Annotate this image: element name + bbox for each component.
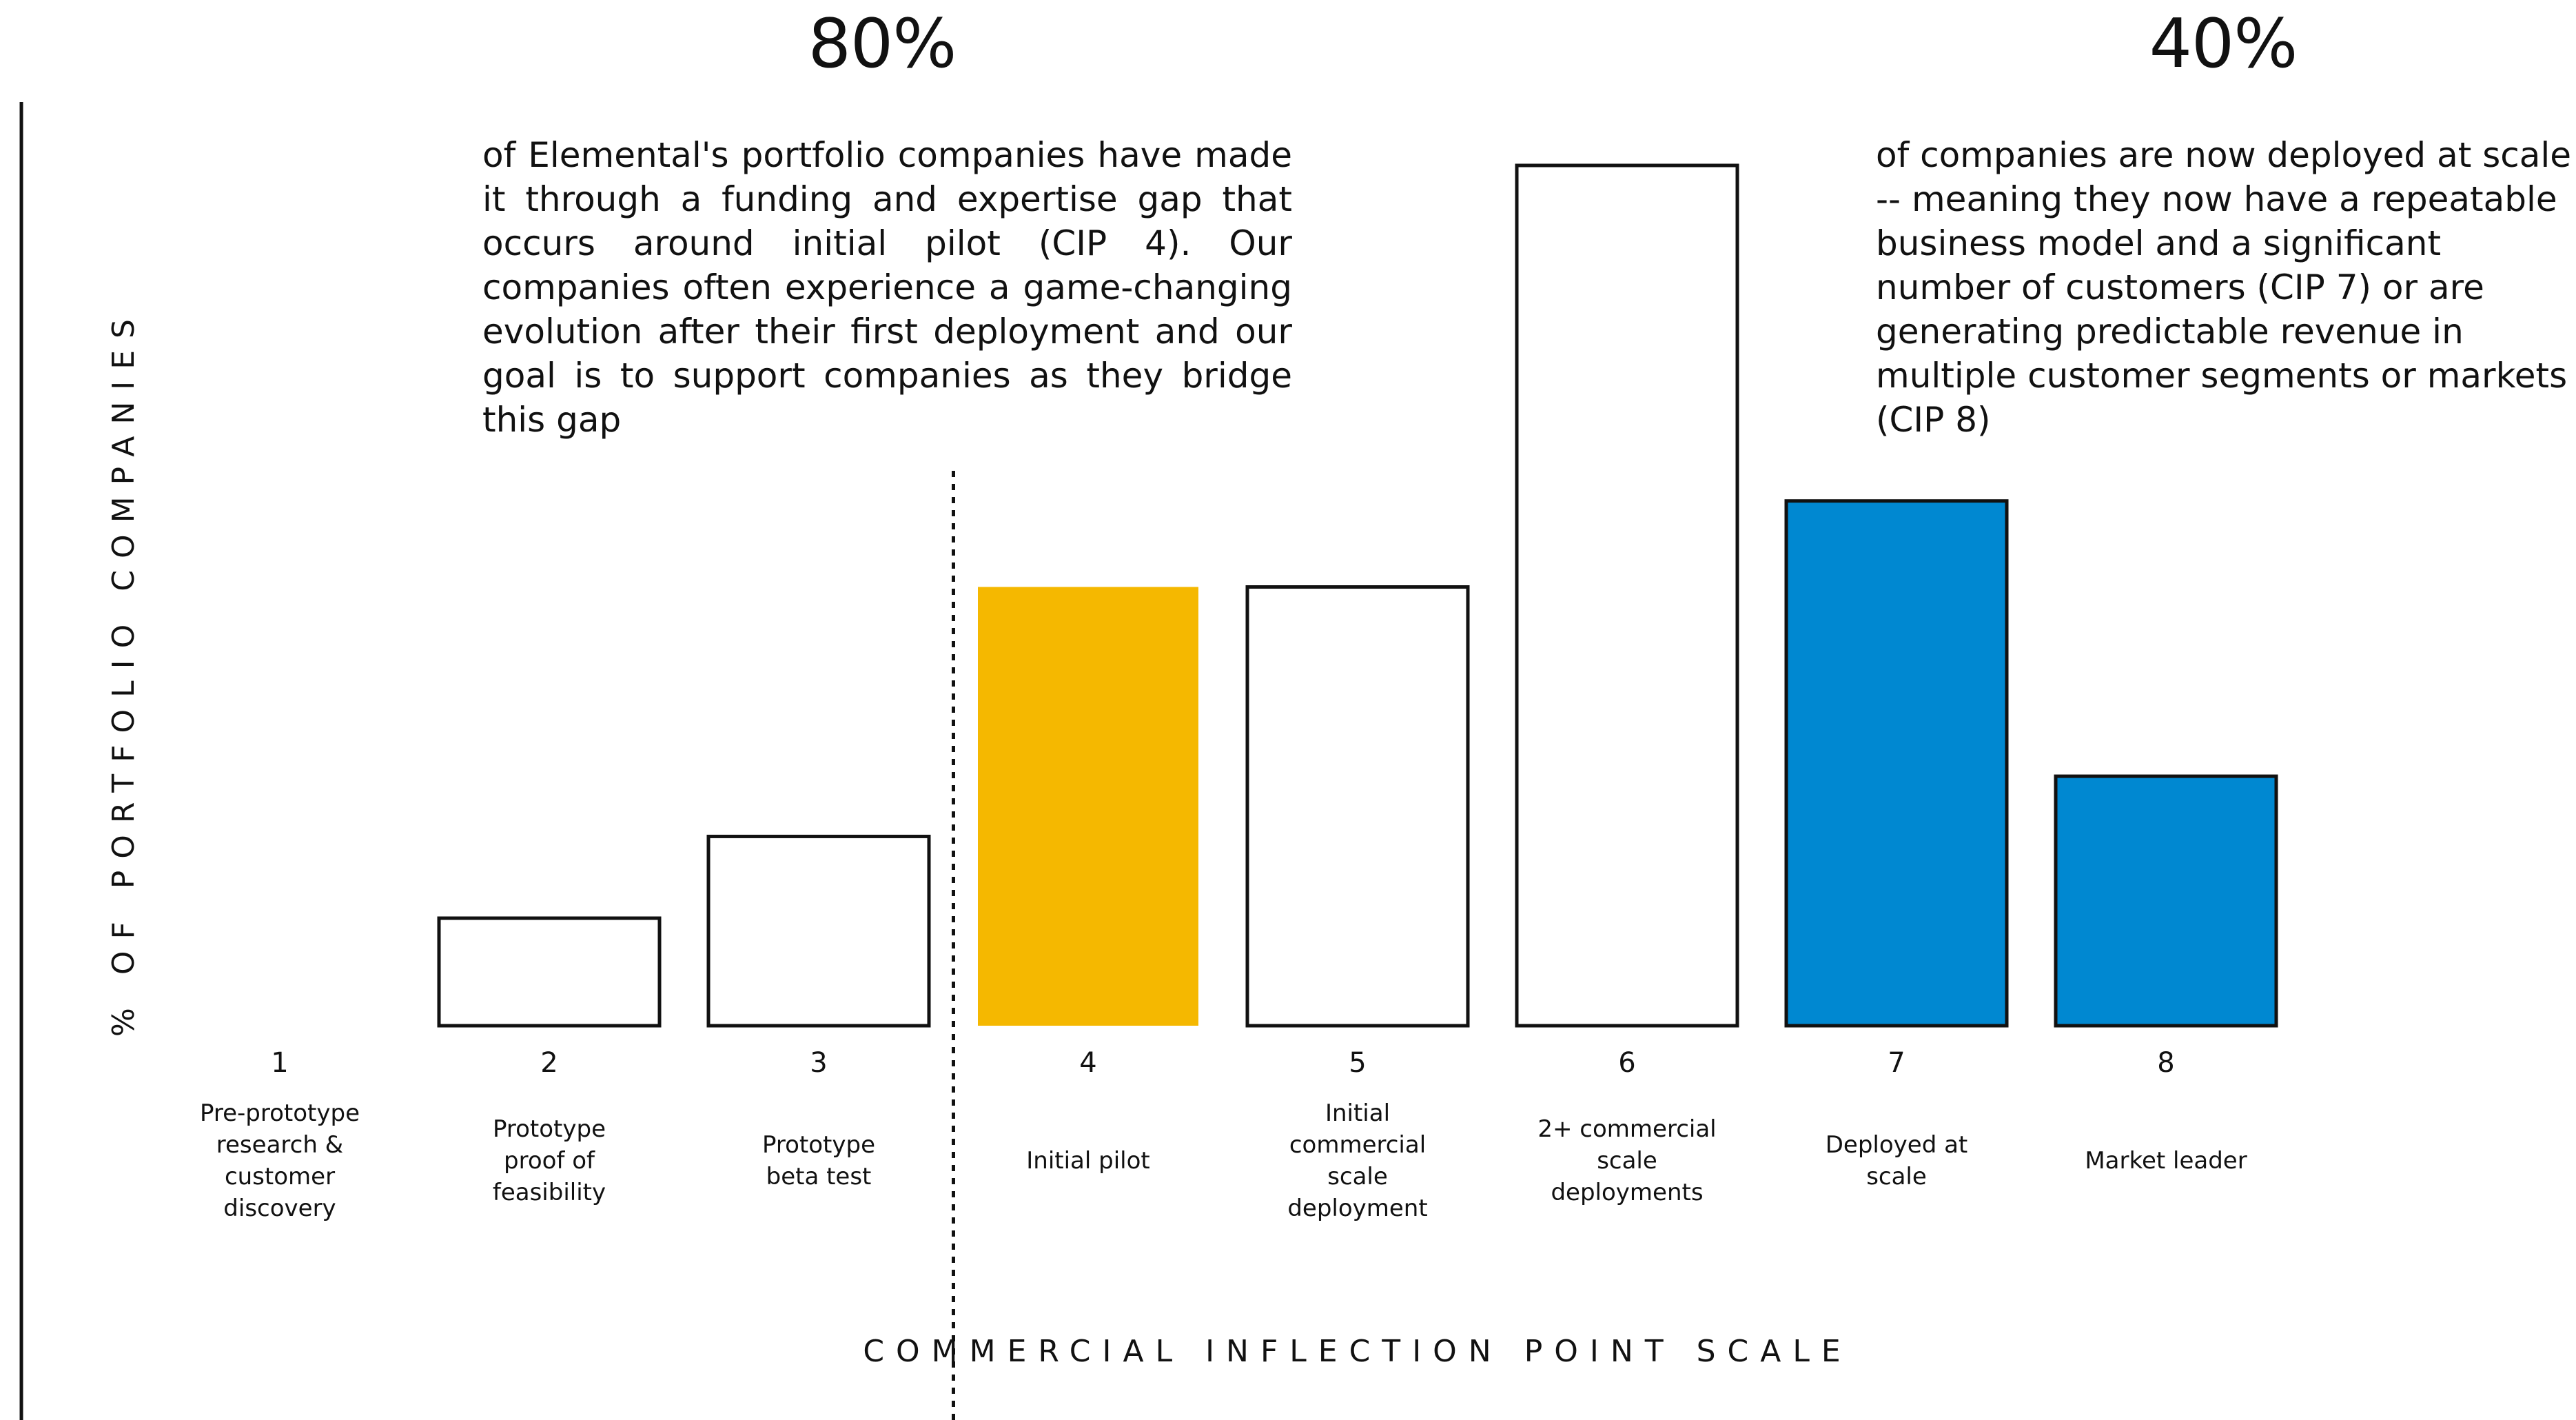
tick-label-1: 1 (271, 1047, 288, 1079)
category-description-6: 2+ commercial scale deployments (1537, 1115, 1716, 1206)
stat-left-percentage: 80% (808, 5, 957, 83)
tick-label-6: 6 (1618, 1047, 1635, 1079)
stat-right-description: of companies are now deployed at scale -… (1876, 135, 2572, 440)
bar-cip-8 (2054, 774, 2278, 1028)
bar-cip-3 (706, 834, 931, 1028)
tick-label-5: 5 (1349, 1047, 1366, 1079)
bar-cip-6 (1515, 163, 1739, 1028)
category-description-5: Initial commercial scale deployment (1287, 1099, 1427, 1222)
category-descriptions: Pre-prototype research & customer discovery… (200, 1099, 2247, 1222)
category-description-4: Initial pilot (1026, 1147, 1150, 1175)
tick-label-8: 8 (2157, 1047, 2174, 1079)
category-description-3: Prototype beta test (762, 1131, 875, 1190)
bar-group (437, 163, 2278, 1028)
stat-right-percentage: 40% (2149, 5, 2298, 83)
category-description-8: Market leader (2085, 1147, 2247, 1175)
bar-cip-2 (437, 916, 662, 1028)
bar-cip-4 (978, 587, 1198, 1026)
bar-cip-5 (1245, 585, 1470, 1028)
tick-label-4: 4 (1079, 1047, 1096, 1079)
category-description-7: Deployed at scale (1826, 1131, 1968, 1190)
category-description-2: Prototype proof of feasibility (493, 1115, 606, 1206)
x-axis-label: COMMERCIAL INFLECTION POINT SCALE (863, 1334, 1852, 1369)
y-axis-label: % OF PORTFOLIO COMPANIES (106, 307, 141, 1037)
tick-label-2: 2 (540, 1047, 558, 1079)
bar-cip-7 (1784, 499, 2009, 1028)
tick-label-7: 7 (1888, 1047, 1905, 1079)
category-description-1: Pre-prototype research & customer discovery (200, 1099, 360, 1222)
tick-label-3: 3 (810, 1047, 827, 1079)
x-tick-labels: 1 2 3 4 5 6 7 8 (271, 1047, 2174, 1079)
stat-left-description: of Elemental's portfolio companies have … (482, 135, 1292, 440)
